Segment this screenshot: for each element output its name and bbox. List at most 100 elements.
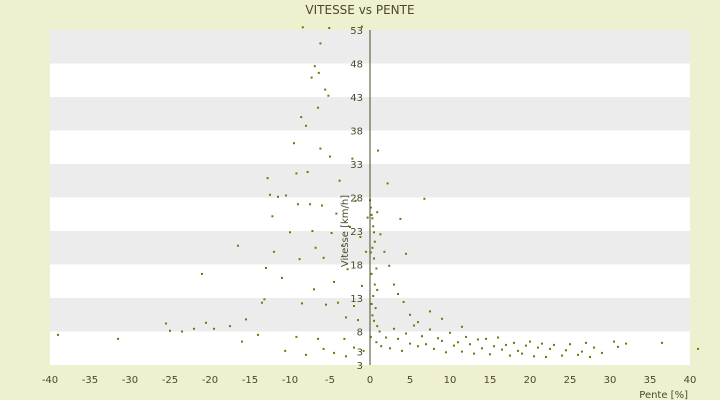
- data-point: [309, 203, 311, 206]
- data-point: [201, 272, 203, 275]
- data-point: [313, 288, 315, 291]
- data-point: [317, 71, 320, 74]
- data-point: [525, 344, 527, 347]
- data-point: [533, 355, 535, 358]
- data-point: [310, 76, 313, 79]
- data-point: [521, 352, 523, 355]
- data-point: [193, 327, 195, 330]
- y-tick-label: 13: [350, 294, 363, 305]
- x-tick-label: -25: [162, 375, 178, 386]
- data-point: [181, 330, 183, 333]
- data-point: [373, 257, 375, 260]
- data-point: [469, 343, 471, 346]
- y-tick-label: 28: [350, 194, 363, 205]
- data-point: [333, 351, 335, 354]
- data-point: [289, 231, 291, 234]
- data-point: [393, 283, 395, 286]
- data-point: [388, 264, 391, 267]
- data-point: [393, 327, 395, 330]
- x-tick-label: -35: [82, 375, 98, 386]
- data-point: [373, 319, 375, 322]
- data-point: [437, 337, 439, 340]
- data-point: [561, 354, 563, 357]
- data-point: [298, 258, 301, 261]
- data-point: [297, 203, 299, 206]
- data-point: [269, 193, 271, 196]
- data-point: [378, 330, 381, 333]
- data-point: [369, 335, 372, 338]
- data-point: [461, 350, 463, 353]
- data-point: [429, 310, 431, 313]
- data-point: [293, 142, 295, 145]
- data-point: [379, 233, 382, 236]
- data-point: [493, 345, 495, 348]
- data-point: [328, 27, 331, 29]
- data-point: [453, 344, 455, 347]
- data-point: [617, 345, 619, 348]
- data-point: [366, 216, 369, 219]
- data-point: [445, 351, 447, 354]
- data-point: [401, 349, 403, 352]
- data-point: [565, 349, 567, 352]
- data-point: [457, 341, 459, 344]
- data-point: [319, 42, 322, 45]
- data-point: [295, 335, 298, 338]
- x-tick-label: 5: [407, 375, 413, 386]
- data-point: [319, 147, 322, 150]
- data-point: [273, 250, 275, 253]
- data-point: [372, 225, 375, 228]
- data-point: [57, 333, 59, 336]
- data-point: [417, 321, 419, 324]
- data-point: [371, 246, 374, 249]
- x-axis-ticks: -40 -35 -30 -25 -20 -15 -10 -5 0 5 10 15 20 25 30 35 40: [42, 375, 697, 386]
- data-point: [529, 340, 531, 343]
- x-axis-label: Pente [%]: [639, 390, 688, 400]
- data-point: [357, 319, 359, 322]
- data-point: [373, 231, 375, 234]
- data-point: [374, 307, 377, 310]
- data-point: [237, 244, 239, 247]
- data-point: [263, 298, 266, 301]
- x-tick-label: 30: [604, 375, 617, 386]
- data-point: [383, 250, 386, 253]
- y-tick-label: 43: [350, 93, 363, 104]
- data-point: [375, 341, 378, 344]
- data-point: [509, 354, 511, 357]
- data-point: [441, 339, 443, 342]
- x-tick-label: -15: [242, 375, 258, 386]
- data-point: [324, 88, 327, 91]
- data-point: [399, 217, 402, 220]
- y-axis-label: Vitesse [km/h]: [340, 195, 351, 267]
- data-point: [402, 301, 405, 303]
- data-point: [317, 337, 319, 340]
- x-tick-label: -30: [122, 375, 138, 386]
- data-point: [335, 212, 338, 215]
- data-point: [465, 335, 467, 338]
- data-point: [489, 353, 491, 356]
- data-point: [369, 206, 372, 209]
- x-tick-label: 10: [444, 375, 457, 386]
- data-point: [266, 177, 269, 180]
- x-tick-label: -5: [325, 375, 335, 386]
- data-point: [257, 333, 259, 336]
- data-point: [359, 236, 362, 238]
- data-point: [241, 340, 243, 343]
- data-point: [372, 295, 375, 297]
- data-point: [541, 342, 543, 345]
- data-point: [369, 251, 372, 254]
- data-point: [433, 347, 435, 350]
- data-point: [277, 195, 279, 198]
- data-point: [305, 124, 307, 127]
- data-point: [409, 342, 411, 345]
- data-point: [389, 347, 391, 350]
- data-point: [205, 321, 207, 324]
- data-point: [517, 349, 519, 352]
- data-point: [371, 217, 374, 220]
- x-tick-label: 35: [644, 375, 657, 386]
- data-point: [481, 347, 483, 350]
- x-tick-label: 25: [564, 375, 577, 386]
- data-point: [301, 26, 304, 29]
- data-point: [329, 155, 331, 158]
- data-point: [549, 347, 551, 350]
- data-point: [589, 356, 591, 358]
